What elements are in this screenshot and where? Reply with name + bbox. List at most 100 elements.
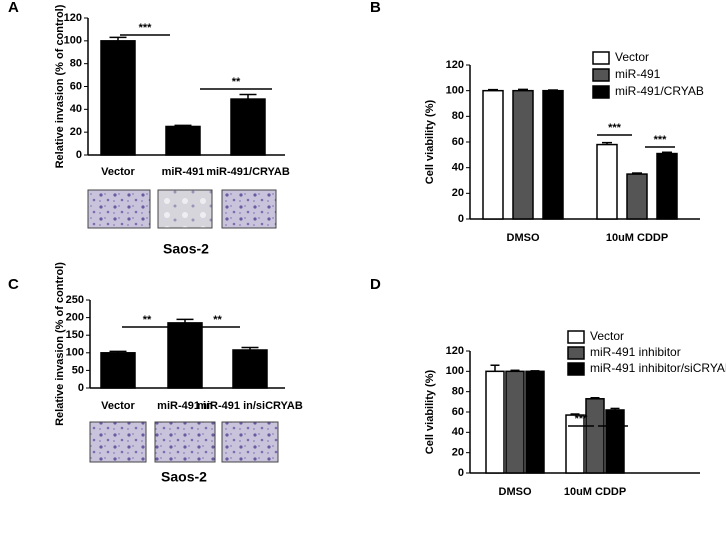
bar (525, 370, 545, 474)
legend-swatch (567, 330, 585, 344)
y-tick-label: 100 (64, 35, 82, 47)
y-tick-label: 120 (446, 345, 464, 357)
y-axis-label: Cell viability (%) (424, 99, 436, 184)
x-tick-label: DMSO (499, 486, 532, 498)
error-bar (109, 36, 127, 41)
micrograph (221, 421, 279, 463)
legend-swatch (592, 51, 610, 65)
y-tick-label: 20 (452, 447, 464, 459)
micrograph (157, 189, 213, 229)
y-tick-label: 60 (70, 80, 82, 92)
significance-label: *** (608, 122, 622, 134)
bar (230, 98, 266, 156)
bar (542, 89, 564, 220)
error-bar (488, 88, 498, 91)
legend-label: Vector (590, 329, 624, 343)
error-bar (241, 346, 259, 350)
micrograph (154, 421, 216, 463)
significance-label: *** (654, 134, 668, 146)
bar (596, 143, 618, 220)
bar (485, 370, 505, 474)
y-tick-label: 40 (70, 103, 82, 115)
y-tick-label: 120 (446, 59, 464, 71)
legend-label: Vector (615, 50, 649, 64)
y-tick-label: 0 (76, 149, 82, 161)
bar (505, 370, 525, 474)
bar (100, 352, 136, 389)
y-tick-label: 40 (452, 426, 464, 438)
x-tick-label: Vector (101, 400, 135, 412)
legend-label: miR-491 (615, 67, 661, 81)
legend-label: miR-491/CRYAB (615, 84, 704, 98)
y-tick-label: 80 (452, 110, 464, 122)
error-bar (490, 364, 500, 372)
error-bar (239, 93, 257, 100)
y-tick-label: 120 (64, 12, 82, 24)
legend-label: miR-491 inhibitor (590, 345, 681, 359)
y-axis-label: Relative invasion (% of control) (54, 4, 66, 168)
y-tick-label: 50 (72, 364, 84, 376)
legend-swatch (592, 68, 610, 82)
legend-label: miR-491 inhibitor/siCRYAB (590, 361, 726, 375)
significance-label: ** (143, 314, 152, 326)
x-tick-label: DMSO (507, 232, 540, 244)
error-bar (602, 141, 612, 145)
error-bar (530, 370, 540, 372)
significance-label: *** (607, 413, 621, 425)
y-tick-label: 250 (66, 294, 84, 306)
x-tick-label: 10uM CDDP (564, 486, 626, 498)
caption: Saos-2 (161, 469, 207, 485)
error-bar (570, 413, 580, 416)
significance-label: *** (139, 22, 153, 34)
panel-letter: D (370, 276, 381, 293)
y-tick-label: 0 (458, 467, 464, 479)
y-tick-label: 100 (446, 85, 464, 97)
legend-swatch (567, 362, 585, 376)
bar (512, 89, 534, 220)
y-tick-label: 100 (66, 347, 84, 359)
y-tick-label: 40 (452, 162, 464, 174)
bar (167, 322, 203, 389)
y-tick-label: 60 (452, 406, 464, 418)
significance-label: *** (575, 413, 589, 425)
y-tick-label: 150 (66, 329, 84, 341)
error-bar (632, 172, 642, 175)
legend-swatch (592, 85, 610, 99)
y-tick-label: 200 (66, 312, 84, 324)
error-bar (518, 88, 528, 91)
y-tick-label: 0 (78, 382, 84, 394)
significance-label: ** (213, 314, 222, 326)
caption: Saos-2 (163, 241, 209, 257)
y-tick-label: 60 (452, 136, 464, 148)
error-bar (662, 151, 672, 154)
bar (585, 398, 605, 474)
x-tick-label: miR-491/CRYAB (206, 166, 290, 178)
error-bar (109, 350, 127, 353)
panel-letter: C (8, 276, 19, 293)
y-tick-label: 80 (452, 386, 464, 398)
y-tick-label: 100 (446, 365, 464, 377)
y-tick-label: 20 (70, 126, 82, 138)
x-tick-label: miR-491 in/siCRYAB (197, 400, 303, 412)
bar (626, 173, 648, 220)
significance-label: ** (232, 76, 241, 88)
error-bar (548, 89, 558, 91)
y-axis-label: Relative invasion (% of control) (54, 262, 66, 426)
y-tick-label: 0 (458, 213, 464, 225)
error-bar (510, 369, 520, 372)
error-bar (176, 318, 194, 323)
micrograph (87, 189, 151, 229)
micrograph (221, 189, 277, 229)
error-bar (174, 124, 192, 127)
legend-swatch (567, 346, 585, 360)
y-axis-label: Cell viability (%) (424, 369, 436, 454)
micrograph (89, 421, 147, 463)
bar (482, 89, 504, 220)
y-tick-label: 20 (452, 187, 464, 199)
bar (100, 40, 136, 156)
x-tick-label: miR-491 in (157, 400, 213, 412)
panel-letter: B (370, 0, 381, 16)
bar (232, 349, 268, 389)
